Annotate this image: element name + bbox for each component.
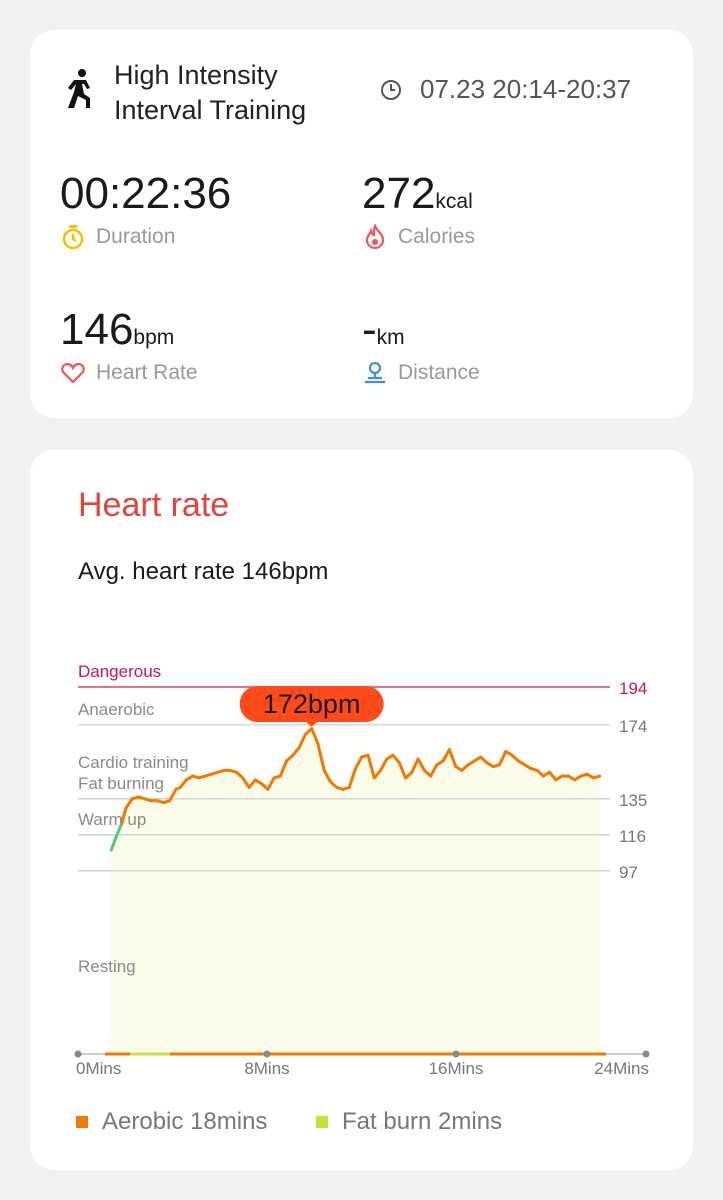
calories-metric: 272kcal Calories — [362, 170, 475, 250]
workout-summary-card: High Intensity Interval Training 07.23 2… — [30, 30, 693, 418]
heart-rate-line-segment — [391, 753, 401, 765]
heart-rate-title: Heart rate — [78, 486, 230, 524]
x-tick-label: 0Mins — [76, 1059, 121, 1078]
zone-label: Anaerobic — [78, 700, 155, 719]
heart-rate-unit: bpm — [133, 326, 175, 349]
heart-rate-line-segment — [109, 837, 117, 852]
heart-icon — [61, 362, 85, 384]
chart-area-fill — [111, 728, 600, 1054]
heart-rate-line-segment — [347, 766, 357, 789]
heart-rate-line-segment — [354, 755, 364, 770]
heart-rate-chart: Dangerous Anaerobic Cardio training Fat bur… — [74, 662, 650, 1078]
x-tick-label: 24Mins — [594, 1059, 649, 1078]
activity-header: High Intensity Interval Training — [60, 58, 344, 128]
heart-rate-line-segment — [291, 746, 301, 757]
legend-fat-burn-label: Fat burn 2mins — [342, 1108, 503, 1135]
activity-title-line1: High Intensity — [114, 60, 278, 90]
legend-aerobic-label: Aerobic 18mins — [102, 1108, 268, 1135]
heart-rate-line-segment — [124, 797, 134, 810]
heart-rate-line-segment — [322, 768, 332, 784]
heart-rate-line-segment — [366, 753, 376, 780]
y-tick-label: 194 — [619, 679, 647, 698]
heart-rate-line-segment — [278, 759, 289, 778]
x-tick-dot — [74, 1050, 82, 1058]
heart-rate-line-segment — [548, 770, 558, 782]
calories-value: 272 — [362, 169, 436, 218]
heart-rate-line-segment — [397, 761, 408, 780]
running-person-icon — [68, 69, 90, 108]
peak-label-text: 172bpm — [263, 689, 361, 719]
heart-rate-value: 146 — [60, 305, 134, 354]
heart-rate-line-segment — [310, 727, 320, 746]
legend-aerobic: Aerobic 18mins — [76, 1108, 267, 1136]
peak-label-pointer — [304, 721, 319, 727]
heart-rate-line-segment — [266, 776, 276, 791]
peak-label-bubble — [239, 686, 384, 722]
zone-label: Dangerous — [78, 662, 161, 681]
duration-metric: 00:22:36 Duration — [60, 170, 231, 250]
activity-title: High Intensity Interval Training — [114, 58, 344, 128]
heart-rate-line-segment — [447, 748, 458, 769]
calories-label: Calories — [398, 225, 476, 248]
legend-fat-burn: Fat burn 2mins — [316, 1108, 502, 1136]
heart-rate-line-segment — [168, 787, 178, 803]
x-tick-dot — [452, 1050, 460, 1058]
heart-rate-line-segment — [591, 774, 602, 780]
distance-unit: km — [376, 326, 405, 349]
heart-rate-line-segment — [372, 768, 383, 780]
time-range: 07.23 20:14-20:37 — [380, 74, 631, 105]
activity-title-line2: Interval Training — [114, 95, 307, 125]
distance-label: Distance — [398, 361, 480, 384]
calories-unit: kcal — [435, 190, 473, 213]
duration-label: Duration — [96, 225, 176, 248]
stopwatch-icon — [62, 225, 84, 250]
clock-icon — [381, 79, 401, 100]
average-heart-rate: Avg. heart rate 146bpm — [78, 558, 329, 585]
y-tick-label: 135 — [619, 791, 647, 810]
x-tick-dot — [642, 1050, 650, 1058]
heart-rate-metric: 146bpm Heart Rate — [60, 306, 198, 386]
y-tick-label: 97 — [619, 863, 638, 882]
x-tick-label: 8Mins — [244, 1059, 289, 1078]
heart-rate-line-segment — [120, 806, 128, 825]
distance-metric: -km Distance — [362, 306, 480, 386]
heart-rate-line-segment — [241, 776, 251, 789]
distance-value: - — [362, 305, 377, 354]
y-tick-label: 174 — [619, 717, 647, 736]
zone-label: Fat burning — [78, 774, 164, 793]
heart-rate-line-segment — [297, 732, 307, 750]
legend-fat-burn-swatch — [316, 1116, 328, 1128]
time-range-text: 07.23 20:14-20:37 — [420, 74, 632, 104]
heart-rate-line-segment — [441, 748, 451, 763]
zone-label: Resting — [78, 957, 136, 976]
route-icon — [365, 361, 385, 384]
y-tick-label: 116 — [619, 827, 646, 846]
heart-rate-line-segment — [113, 821, 124, 841]
x-tick-label: 16Mins — [429, 1059, 484, 1078]
heart-rate-line-segment — [379, 757, 389, 772]
heart-rate-line-segment — [247, 778, 257, 789]
flame-icon — [365, 224, 385, 250]
heart-rate-line-segment — [498, 749, 508, 767]
heart-rate-line-segment — [410, 757, 420, 774]
heart-rate-line-segment — [416, 757, 426, 772]
zone-label: Cardio training — [78, 753, 189, 772]
legend-aerobic-swatch — [76, 1116, 88, 1128]
heart-rate-line-segment — [429, 763, 439, 778]
heart-rate-label: Heart Rate — [96, 361, 198, 384]
zone-label: Warm up — [78, 810, 146, 829]
heart-rate-card: Heart rate Avg. heart rate 146bpm Danger… — [30, 450, 693, 1170]
x-tick-dot — [263, 1050, 271, 1058]
heart-rate-line-segment — [316, 742, 326, 772]
heart-rate-line-segment — [178, 778, 188, 789]
duration-value: 00:22:36 — [60, 169, 232, 218]
